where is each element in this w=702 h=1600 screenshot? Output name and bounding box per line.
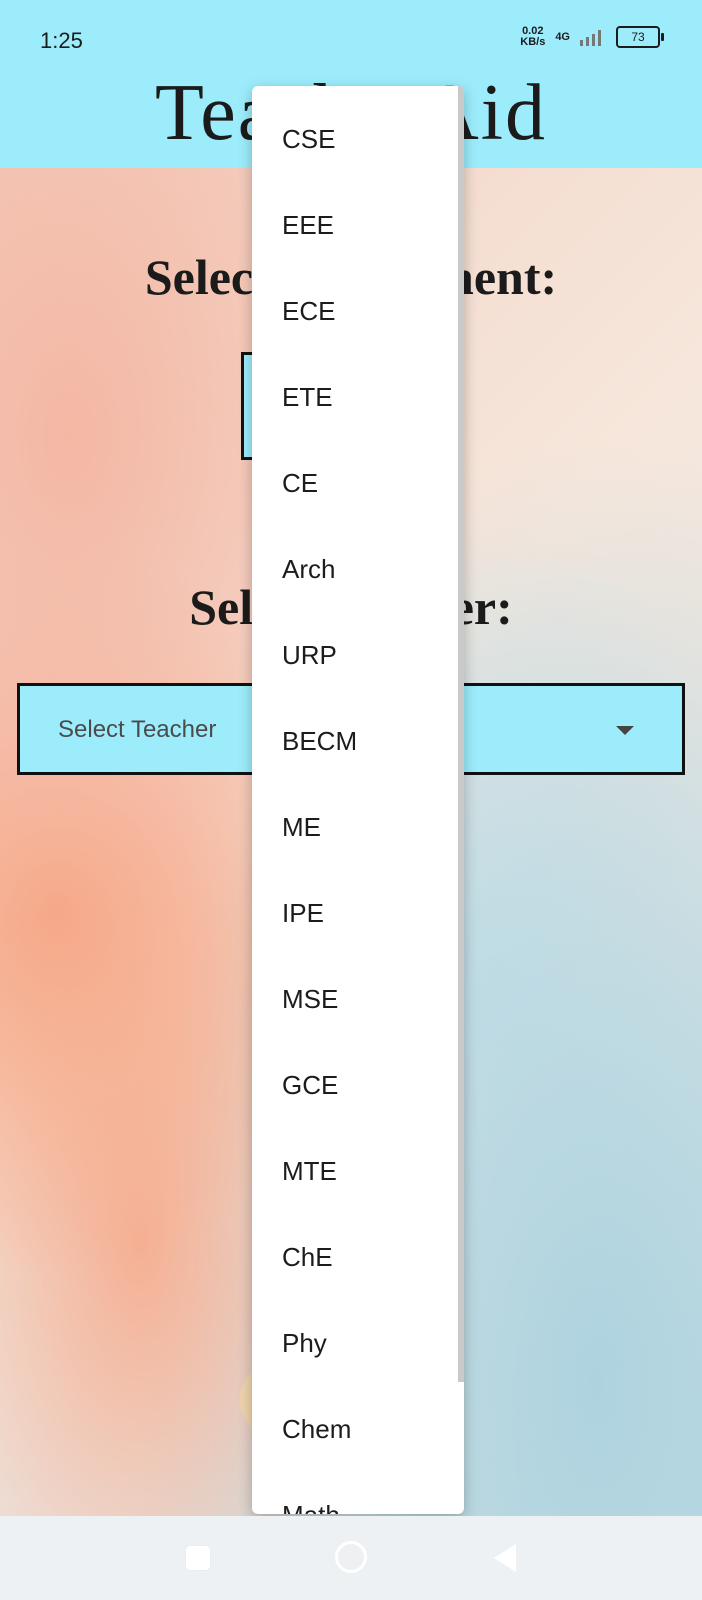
back-icon[interactable]	[494, 1544, 516, 1572]
menu-scrollbar[interactable]	[458, 86, 464, 1382]
status-indicators: 0.02 KB/s 4G 73	[520, 26, 664, 48]
teacher-placeholder: Select Teacher	[58, 716, 217, 743]
menu-item-math[interactable]: Math	[252, 1472, 464, 1514]
menu-item-becm[interactable]: BECM	[282, 726, 358, 756]
network-type: 4G	[555, 31, 570, 43]
menu-item-me[interactable]: ME	[282, 812, 321, 842]
network-speed-unit: KB/s	[520, 36, 546, 48]
menu-item-ipe[interactable]: IPE	[282, 898, 324, 928]
menu-item-eee[interactable]: EEE	[282, 210, 335, 240]
menu-item-urp[interactable]: URP	[282, 640, 337, 670]
status-bar: 1:25 0.02 KB/s 4G 73	[0, 0, 702, 84]
menu-item-chem[interactable]: Chem	[282, 1414, 352, 1444]
chevron-down-icon	[616, 726, 634, 735]
menu-item-ece[interactable]: ECE	[282, 296, 336, 326]
home-icon[interactable]	[335, 1541, 367, 1573]
menu-item-che[interactable]: ChE	[282, 1242, 333, 1272]
menu-item-phy[interactable]: Phy	[282, 1328, 327, 1358]
network-speed-value: 0.02	[522, 25, 544, 37]
menu-item-cse[interactable]: CSE	[282, 124, 336, 154]
menu-item-ete[interactable]: ETE	[282, 382, 333, 412]
system-nav-bar	[0, 1516, 702, 1600]
signal-icon	[580, 30, 601, 46]
recent-apps-icon[interactable]	[186, 1546, 210, 1570]
department-dropdown-menu[interactable]: CSE EEE ECE ETE CE Arch URP BECM ME IPE …	[252, 86, 464, 1514]
status-time: 1:25	[40, 28, 83, 53]
menu-item-mte[interactable]: MTE	[282, 1156, 337, 1186]
battery-icon: 73	[616, 26, 664, 48]
network-speed: 0.02 KB/s	[520, 26, 545, 48]
menu-item-ce[interactable]: CE	[282, 468, 319, 498]
menu-item-mse[interactable]: MSE	[282, 984, 339, 1014]
menu-item-arch[interactable]: Arch	[282, 554, 336, 584]
menu-item-gce[interactable]: GCE	[282, 1070, 339, 1100]
